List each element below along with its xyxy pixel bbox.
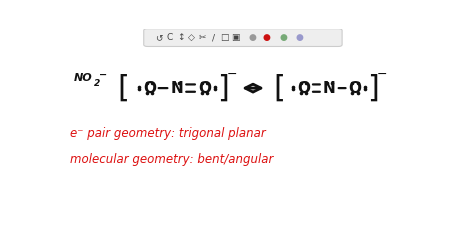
FancyBboxPatch shape bbox=[144, 29, 342, 46]
Text: ✂: ✂ bbox=[199, 33, 206, 42]
Text: O: O bbox=[348, 81, 362, 95]
Text: ●: ● bbox=[279, 33, 287, 42]
Text: ●: ● bbox=[263, 33, 271, 42]
Text: N: N bbox=[323, 81, 336, 95]
Text: molecular geometry: bent/angular: molecular geometry: bent/angular bbox=[70, 153, 273, 166]
Text: ]: ] bbox=[217, 74, 228, 103]
Text: −: − bbox=[99, 70, 107, 80]
Text: C: C bbox=[166, 33, 173, 42]
Text: ↺: ↺ bbox=[155, 33, 162, 42]
Text: [: [ bbox=[273, 74, 286, 103]
Text: ]: ] bbox=[367, 74, 379, 103]
Text: O: O bbox=[143, 81, 156, 95]
Text: 2: 2 bbox=[94, 79, 100, 88]
Text: ●: ● bbox=[248, 33, 256, 42]
Text: −: − bbox=[377, 68, 388, 81]
Text: ◇: ◇ bbox=[188, 33, 195, 42]
Text: ▣: ▣ bbox=[231, 33, 240, 42]
Text: □: □ bbox=[220, 33, 229, 42]
Text: /: / bbox=[212, 33, 215, 42]
Text: NO: NO bbox=[74, 73, 93, 83]
Text: ●: ● bbox=[296, 33, 304, 42]
Text: ↕: ↕ bbox=[177, 33, 184, 42]
Text: −: − bbox=[227, 68, 237, 81]
Text: O: O bbox=[297, 81, 310, 95]
Text: O: O bbox=[198, 81, 211, 95]
Text: e⁻ pair geometry: trigonal planar: e⁻ pair geometry: trigonal planar bbox=[70, 127, 266, 139]
Text: [: [ bbox=[118, 74, 129, 103]
Text: N: N bbox=[171, 81, 183, 95]
